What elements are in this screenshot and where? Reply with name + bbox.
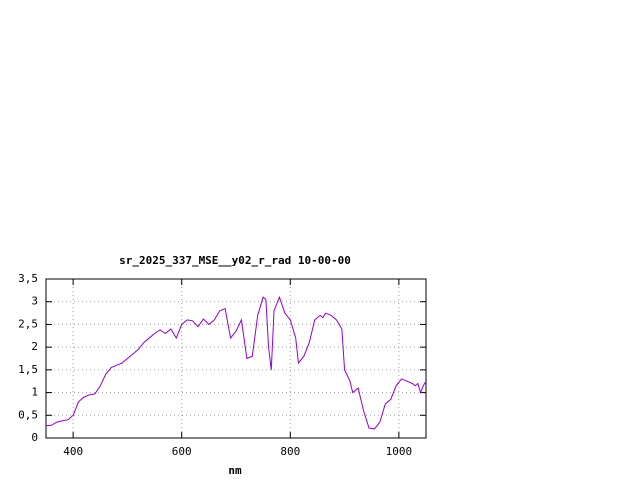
- plot-frame: [45, 278, 427, 439]
- y-tick-label: 1: [31, 386, 38, 399]
- x-axis-label: nm: [228, 464, 242, 477]
- x-tick-label: 1000: [386, 445, 413, 458]
- y-tick-label: 2: [31, 340, 38, 353]
- y-tick-label: 0: [31, 431, 38, 444]
- x-tick-label: 600: [172, 445, 192, 458]
- y-tick-label: 3: [31, 295, 38, 308]
- y-tick-label: 3,5: [18, 272, 38, 285]
- chart-title: sr_2025_337_MSE__y02_r_rad 10-00-00: [119, 254, 351, 267]
- x-tick-label: 400: [63, 445, 83, 458]
- x-tick-label: 800: [280, 445, 300, 458]
- y-tick-label: 1,5: [18, 363, 38, 376]
- y-tick-label: 0,5: [18, 408, 38, 421]
- data-line: [45, 295, 427, 430]
- y-tick-label: 2,5: [18, 317, 38, 330]
